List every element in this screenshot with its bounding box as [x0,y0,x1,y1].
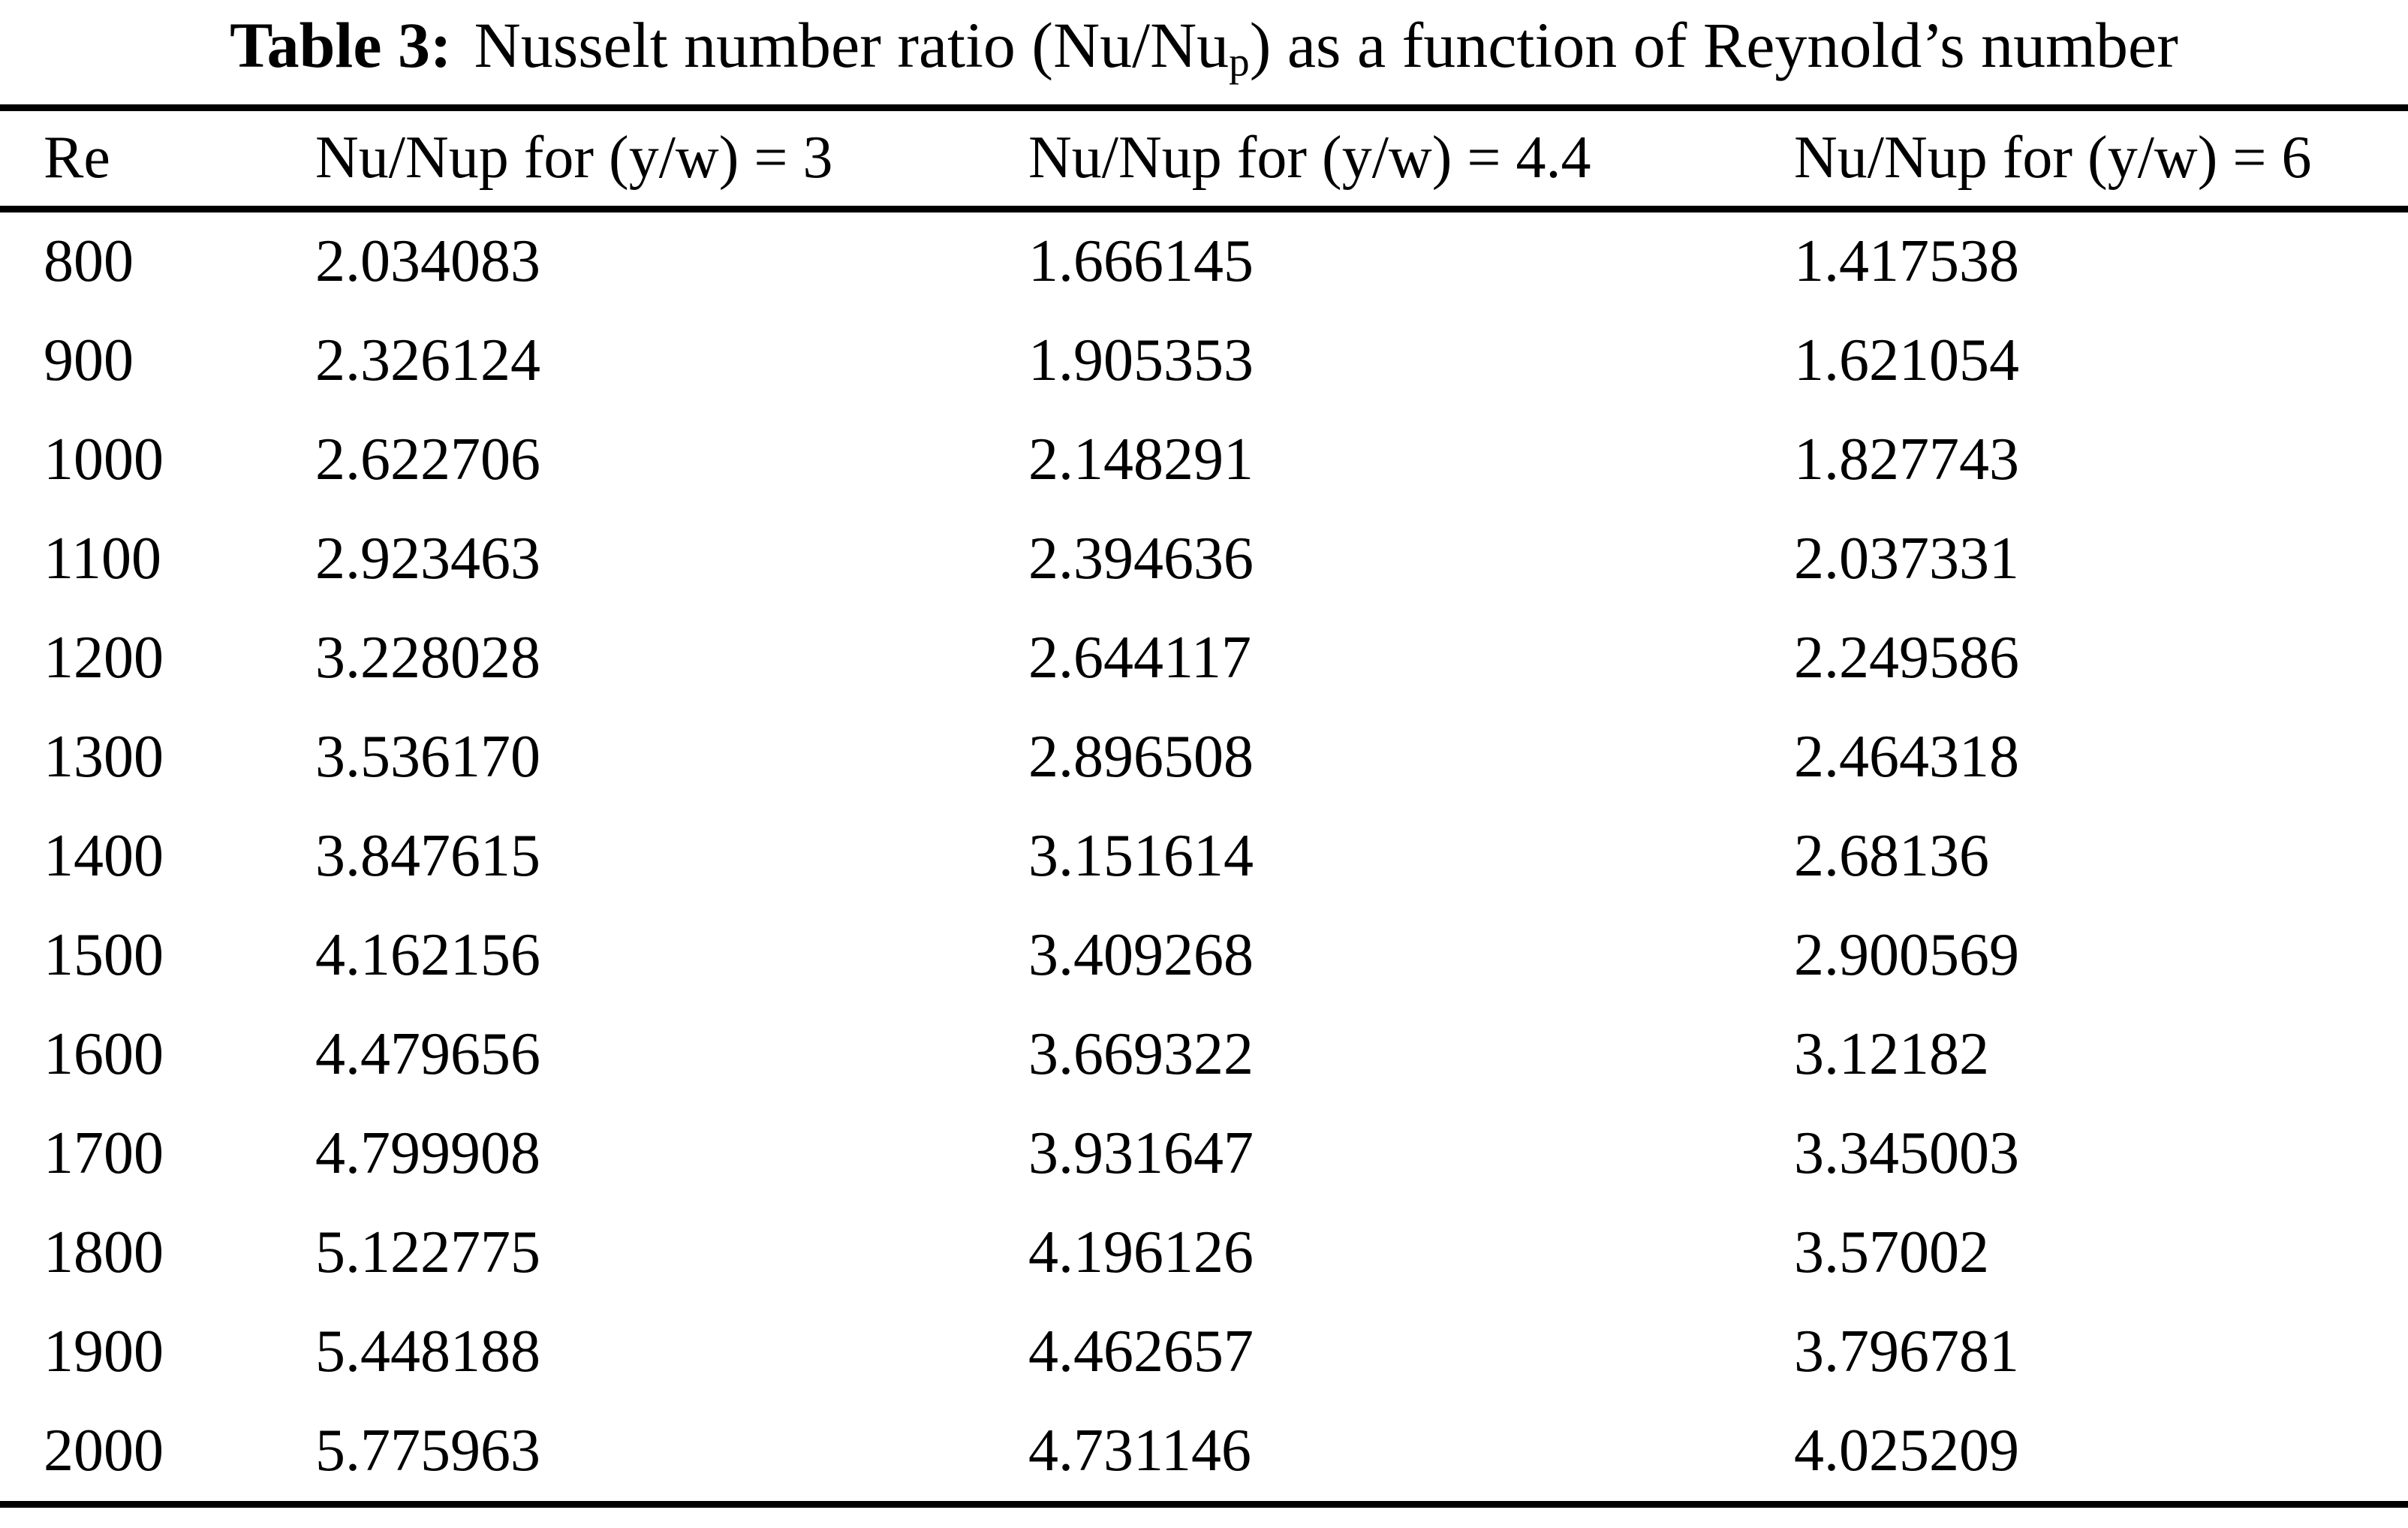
table-cell: 4.479656 [315,1021,540,1088]
table-cell: 1900 [44,1319,164,1385]
table-cell: 1700 [44,1120,164,1187]
table-cell: 2.644117 [1028,625,1252,692]
table-cell: 900 [44,327,134,394]
table-cell: 1.417538 [1794,228,2019,295]
table-cell: 1300 [44,724,164,791]
table-row: 1300 3.536170 2.896508 2.464318 [0,708,2408,807]
table-cell: 3.57002 [1794,1219,1989,1286]
table-cell: 3.669322 [1028,1021,1254,1088]
table-cell: 5.775963 [315,1418,540,1484]
table-cell: 2.034083 [315,228,540,295]
table-cell: 3.228028 [315,625,540,692]
table-title-text-before-sub: Nusselt number ratio (Nu/Nu [474,9,1230,81]
table-row: 1200 3.228028 2.644117 2.249586 [0,609,2408,708]
table-cell: 2.464318 [1794,724,2019,791]
table-row: 800 2.034083 1.666145 1.417538 [0,209,2408,312]
table-cell: 2.148291 [1028,426,1254,493]
table-cell: 2.394636 [1028,526,1254,592]
table-cell: 1.905353 [1028,327,1254,394]
table-cell: 2.900569 [1794,922,2019,989]
table-row: 1800 5.122775 4.196126 3.57002 [0,1204,2408,1303]
column-header-re: Re [0,107,315,212]
table-body: 800 2.034083 1.666145 1.417538 900 2.326… [0,209,2408,1504]
table-cell: 5.122775 [315,1219,540,1286]
table-cell: 1.621054 [1794,327,2019,394]
table-cell: 4.731146 [1028,1418,1252,1484]
data-table: Re Nu/Nup for (y/w) = 3 Nu/Nup for (y/w)… [0,104,2408,1508]
table-cell: 800 [44,228,134,295]
table-cell: 1100 [44,526,162,592]
table-row: 2000 5.775963 4.731146 4.025209 [0,1402,2408,1505]
table-row: 1000 2.622706 2.148291 1.827743 [0,411,2408,510]
table-cell: 2.622706 [315,426,540,493]
table-cell: 2000 [44,1418,164,1484]
column-header-yw3: Nu/Nup for (y/w) = 3 [315,107,1028,212]
table-cell: 1.666145 [1028,228,1254,295]
table-cell: 1600 [44,1021,164,1088]
table-cell: 2.896508 [1028,724,1254,791]
table-cell: 3.796781 [1794,1319,2019,1385]
table-row: 1900 5.448188 4.462657 3.796781 [0,1303,2408,1402]
column-header-yw6: Nu/Nup for (y/w) = 6 [1794,107,2408,212]
table-cell: 3.12182 [1794,1021,1989,1088]
table-title-label: Table 3: [230,9,452,81]
table-title-subscript: p [1229,39,1250,86]
column-header-yw44: Nu/Nup for (y/w) = 4.4 [1028,107,1794,212]
table-cell: 2.037331 [1794,526,2019,592]
table-title: Table 3: Nusselt number ratio (Nu/Nup) as… [0,0,2408,85]
table-cell: 2.326124 [315,327,540,394]
table-cell: 3.847615 [315,823,540,890]
table-cell: 3.536170 [315,724,540,791]
table-cell: 4.799908 [315,1120,540,1187]
table-cell: 3.931647 [1028,1120,1254,1187]
table-row: 1100 2.923463 2.394636 2.037331 [0,510,2408,609]
table-row: 1700 4.799908 3.931647 3.345003 [0,1105,2408,1204]
table-cell: 4.196126 [1028,1219,1254,1286]
table-cell: 3.345003 [1794,1120,2019,1187]
table-cell: 3.409268 [1028,922,1254,989]
table-cell: 3.151614 [1028,823,1254,890]
table-row: 900 2.326124 1.905353 1.621054 [0,312,2408,411]
table-cell: 1200 [44,625,164,692]
header-row: Re Nu/Nup for (y/w) = 3 Nu/Nup for (y/w)… [0,107,2408,212]
table-cell: 2.923463 [315,526,540,592]
table-cell: 1400 [44,823,164,890]
table-cell: 1000 [44,426,164,493]
table-cell: 4.162156 [315,922,540,989]
table-cell: 4.462657 [1028,1319,1254,1385]
table-header: Re Nu/Nup for (y/w) = 3 Nu/Nup for (y/w)… [0,107,2408,212]
table-cell: 4.025209 [1794,1418,2019,1484]
table-cell: 5.448188 [315,1319,540,1385]
table-cell: 2.249586 [1794,625,2019,692]
table-row: 1400 3.847615 3.151614 2.68136 [0,807,2408,906]
table-row: 1500 4.162156 3.409268 2.900569 [0,906,2408,1005]
table-cell: 2.68136 [1794,823,1989,890]
table-cell: 1.827743 [1794,426,2019,493]
table-title-text-after-sub: ) as a function of Reynold’s number [1249,9,2178,81]
table-row: 1600 4.479656 3.669322 3.12182 [0,1005,2408,1105]
table-cell: 1500 [44,922,164,989]
table-cell: 1800 [44,1219,164,1286]
